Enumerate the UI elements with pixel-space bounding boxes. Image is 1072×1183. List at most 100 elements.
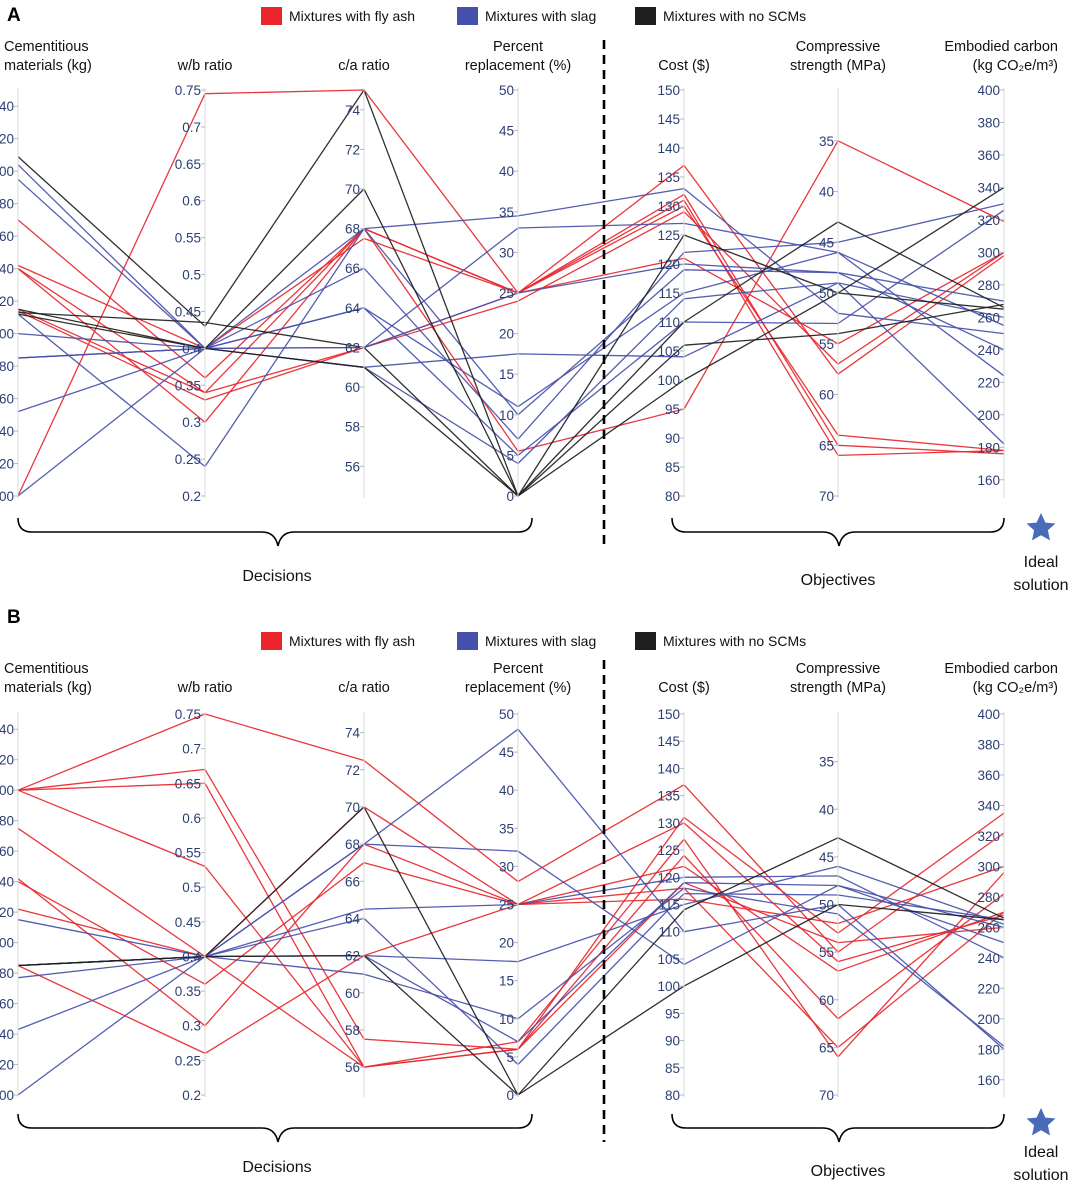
tick-label: 320 (977, 213, 1000, 228)
tick-label: 45 (819, 235, 834, 250)
panel-letter-b: B (7, 607, 21, 628)
tick-label: 100 (657, 979, 680, 994)
series-line-fly_ash-6 (17, 822, 1005, 1027)
tick-label: 0.7 (182, 120, 201, 135)
tick-label: 40 (819, 185, 834, 200)
ideal-star-icon (1026, 1108, 1056, 1136)
tick-label: 50 (499, 83, 514, 98)
tick-label: 280 (0, 359, 14, 374)
tick-label: 200 (0, 1088, 14, 1103)
tick-label: 280 (0, 966, 14, 981)
tick-label: 110 (658, 925, 680, 940)
tick-label: 110 (658, 315, 680, 330)
axis-title-5: Cost ($) (658, 680, 710, 696)
tick-label: 25 (499, 898, 514, 913)
tick-label: 90 (665, 1034, 680, 1049)
tick-label: 220 (977, 375, 1000, 390)
tick-label: 80 (665, 1088, 680, 1103)
decisions-brace-b (17, 1113, 533, 1143)
tick-label: 145 (657, 734, 680, 749)
axis-title-1: Cementitious (4, 661, 89, 677)
tick-label: 0.3 (182, 1019, 201, 1034)
tick-label: 200 (0, 489, 14, 504)
axis-title-1: Cementitious (4, 39, 89, 55)
tick-label: 220 (977, 981, 1000, 996)
tick-label: 0.25 (175, 452, 201, 467)
axis-title-7: (kg CO₂e/m³) (973, 680, 1058, 696)
tick-label: 0 (506, 1088, 514, 1103)
axis-title-4: replacement (%) (465, 58, 571, 74)
tick-label: 300 (0, 936, 14, 951)
tick-label: 60 (345, 986, 360, 1001)
tick-label: 380 (977, 737, 1000, 752)
tick-label: 360 (0, 844, 14, 859)
tick-label: 260 (977, 310, 1000, 325)
tick-label: 280 (977, 890, 1000, 905)
tick-label: 0.6 (182, 194, 201, 209)
tick-label: 160 (977, 473, 1000, 488)
tick-label: 55 (819, 945, 834, 960)
tick-label: 200 (977, 1012, 1000, 1027)
tick-label: 0.3 (182, 415, 201, 430)
tick-label: 56 (345, 459, 360, 474)
tick-label: 50 (819, 286, 834, 301)
tick-label: 115 (658, 286, 680, 301)
tick-label: 64 (345, 301, 361, 316)
legend-label-no_scm: Mixtures with no SCMs (663, 633, 806, 649)
tick-label: 360 (977, 148, 1000, 163)
axis-title-7: Embodied carbon (944, 661, 1058, 677)
tick-label: 0.55 (175, 846, 201, 861)
ideal-star-icon (1026, 513, 1056, 541)
tick-label: 5 (506, 448, 514, 463)
tick-label: 80 (665, 489, 680, 504)
tick-label: 420 (0, 132, 14, 147)
axes-b: 200220240260280300320340360380400420440C… (0, 661, 1058, 1103)
objectives-label-b: Objectives (811, 1163, 886, 1180)
tick-label: 135 (657, 170, 680, 185)
tick-label: 380 (0, 814, 14, 829)
objectives-brace-a (671, 517, 1005, 547)
tick-label: 180 (977, 1042, 1000, 1057)
tick-label: 45 (819, 850, 834, 865)
tick-label: 150 (657, 83, 680, 98)
tick-label: 66 (345, 874, 360, 889)
decisions-brace-a (17, 517, 533, 547)
axis-title-2: w/b ratio (177, 680, 233, 696)
tick-label: 0.55 (175, 231, 201, 246)
tick-label: 340 (977, 180, 1000, 195)
axis-title-5: Cost ($) (658, 58, 710, 74)
tick-label: 10 (499, 408, 514, 423)
tick-label: 130 (657, 816, 680, 831)
tick-label: 15 (499, 974, 514, 989)
tick-label: 400 (977, 707, 1000, 722)
legend-swatch-slag (457, 7, 478, 25)
tick-label: 0.75 (175, 707, 201, 722)
tick-label: 0.65 (175, 157, 201, 172)
axis-title-2: w/b ratio (177, 58, 233, 74)
tick-label: 320 (977, 829, 1000, 844)
tick-label: 0.5 (182, 880, 201, 895)
axis-title-4: Percent (493, 661, 543, 677)
tick-label: 90 (665, 431, 680, 446)
tick-label: 320 (0, 294, 14, 309)
tick-label: 440 (0, 722, 14, 737)
tick-label: 70 (345, 800, 360, 815)
tick-label: 260 (0, 392, 14, 407)
tick-label: 74 (345, 103, 361, 118)
tick-label: 5 (506, 1050, 514, 1065)
tick-label: 200 (977, 408, 1000, 423)
tick-label: 440 (0, 99, 14, 114)
tick-label: 135 (657, 789, 680, 804)
tick-label: 380 (977, 115, 1000, 130)
tick-label: 220 (0, 457, 14, 472)
tick-label: 35 (499, 821, 514, 836)
tick-label: 70 (819, 1088, 834, 1103)
tick-label: 400 (0, 164, 14, 179)
panel-a: A Mixtures with fly ash Mixtures with sla… (0, 5, 1069, 594)
tick-label: 220 (0, 1058, 14, 1073)
legend-swatch-fly_ash (261, 7, 282, 25)
tick-label: 340 (977, 798, 1000, 813)
tick-label: 95 (665, 402, 680, 417)
tick-label: 58 (345, 420, 360, 435)
tick-label: 0.35 (175, 984, 201, 999)
